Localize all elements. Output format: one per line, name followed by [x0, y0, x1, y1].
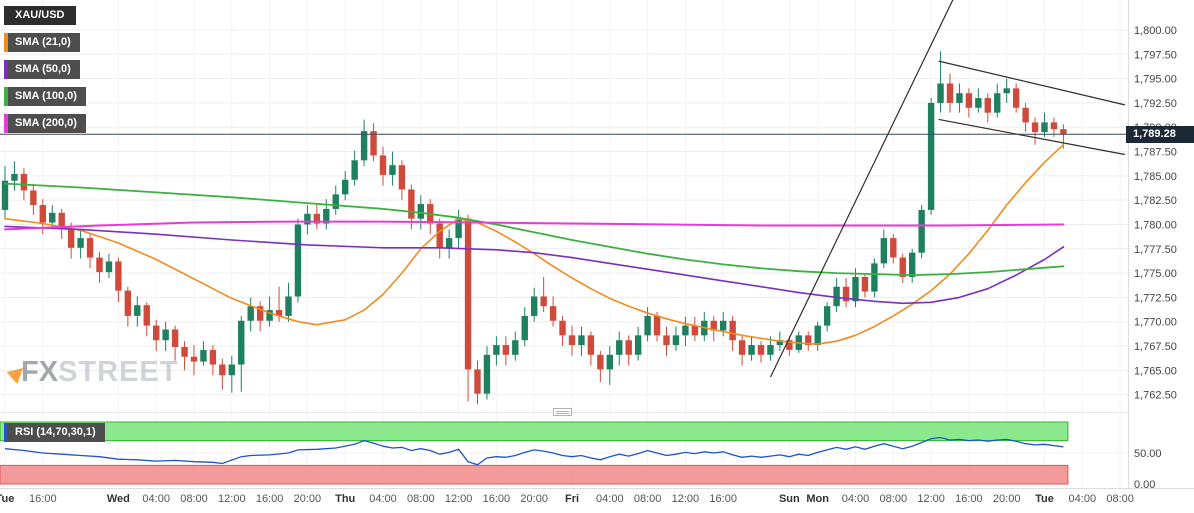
- rsi-color-strip: [4, 423, 8, 442]
- svg-text:0.00: 0.00: [1134, 479, 1155, 491]
- rsi-label: RSI (14,70,30,1): [15, 426, 96, 438]
- svg-text:1,782.50: 1,782.50: [1134, 195, 1177, 207]
- last-price-tag: 1,789.28: [1126, 126, 1194, 143]
- sma-100-label: SMA (100,0): [15, 90, 77, 102]
- symbol-badge[interactable]: XAU/USD: [4, 6, 76, 25]
- svg-text:1,800.00: 1,800.00: [1134, 25, 1177, 37]
- svg-text:16:00: 16:00: [483, 493, 511, 505]
- indicator-legend: XAU/USD SMA (21,0) SMA (50,0) SMA (100,0…: [4, 6, 86, 133]
- svg-text:Tue: Tue: [0, 493, 14, 505]
- svg-text:12:00: 12:00: [917, 493, 945, 505]
- svg-text:1,797.50: 1,797.50: [1134, 49, 1177, 61]
- svg-text:1,775.00: 1,775.00: [1134, 268, 1177, 280]
- svg-text:12:00: 12:00: [218, 493, 246, 505]
- svg-text:Tue: Tue: [1035, 493, 1054, 505]
- svg-text:1,792.50: 1,792.50: [1134, 98, 1177, 110]
- symbol-label: XAU/USD: [15, 9, 65, 21]
- rsi-badge[interactable]: RSI (14,70,30,1): [4, 423, 105, 442]
- svg-text:Mon: Mon: [806, 493, 829, 505]
- svg-text:04:00: 04:00: [1069, 493, 1097, 505]
- sma-100-badge[interactable]: SMA (100,0): [4, 87, 86, 106]
- svg-text:Sun: Sun: [779, 493, 800, 505]
- svg-text:1,785.00: 1,785.00: [1134, 171, 1177, 183]
- svg-text:Fri: Fri: [565, 493, 579, 505]
- svg-text:04:00: 04:00: [369, 493, 397, 505]
- svg-text:Wed: Wed: [107, 493, 130, 505]
- svg-text:20:00: 20:00: [294, 493, 322, 505]
- svg-text:16:00: 16:00: [955, 493, 983, 505]
- svg-text:1,772.50: 1,772.50: [1134, 292, 1177, 304]
- svg-text:1,770.00: 1,770.00: [1134, 317, 1177, 329]
- watermark-fx: FX: [21, 356, 59, 388]
- svg-text:04:00: 04:00: [596, 493, 624, 505]
- sma-21-label: SMA (21,0): [15, 36, 71, 48]
- svg-text:1,777.50: 1,777.50: [1134, 244, 1177, 256]
- svg-text:50.00: 50.00: [1134, 448, 1162, 460]
- svg-text:1,795.00: 1,795.00: [1134, 74, 1177, 86]
- svg-text:04:00: 04:00: [142, 493, 170, 505]
- watermark-street: STREET: [58, 356, 179, 388]
- svg-text:Thu: Thu: [335, 493, 355, 505]
- sma-200-color-strip: [4, 114, 8, 133]
- svg-text:1,765.00: 1,765.00: [1134, 365, 1177, 377]
- svg-text:08:00: 08:00: [407, 493, 435, 505]
- pane-resize-handle[interactable]: [553, 408, 572, 416]
- fxstreet-watermark: FX STREET: [6, 356, 179, 389]
- svg-text:12:00: 12:00: [445, 493, 473, 505]
- svg-text:1,787.50: 1,787.50: [1134, 147, 1177, 159]
- svg-text:08:00: 08:00: [634, 493, 662, 505]
- sma-21-badge[interactable]: SMA (21,0): [4, 33, 80, 52]
- sma-50-badge[interactable]: SMA (50,0): [4, 60, 80, 79]
- sma-50-label: SMA (50,0): [15, 63, 71, 75]
- svg-text:16:00: 16:00: [29, 493, 57, 505]
- svg-text:12:00: 12:00: [672, 493, 700, 505]
- svg-text:1,780.00: 1,780.00: [1134, 219, 1177, 231]
- svg-text:1,762.50: 1,762.50: [1134, 390, 1177, 402]
- svg-text:08:00: 08:00: [1106, 493, 1134, 505]
- sma-21-color-strip: [4, 33, 8, 52]
- svg-text:16:00: 16:00: [709, 493, 737, 505]
- svg-text:08:00: 08:00: [180, 493, 208, 505]
- svg-text:08:00: 08:00: [880, 493, 908, 505]
- svg-text:16:00: 16:00: [256, 493, 284, 505]
- sma-50-color-strip: [4, 60, 8, 79]
- sma-200-label: SMA (200,0): [15, 117, 77, 129]
- svg-text:20:00: 20:00: [993, 493, 1021, 505]
- svg-text:04:00: 04:00: [842, 493, 870, 505]
- svg-text:20:00: 20:00: [520, 493, 548, 505]
- sma-100-color-strip: [4, 87, 8, 106]
- sma-200-badge[interactable]: SMA (200,0): [4, 114, 86, 133]
- svg-text:1,767.50: 1,767.50: [1134, 341, 1177, 353]
